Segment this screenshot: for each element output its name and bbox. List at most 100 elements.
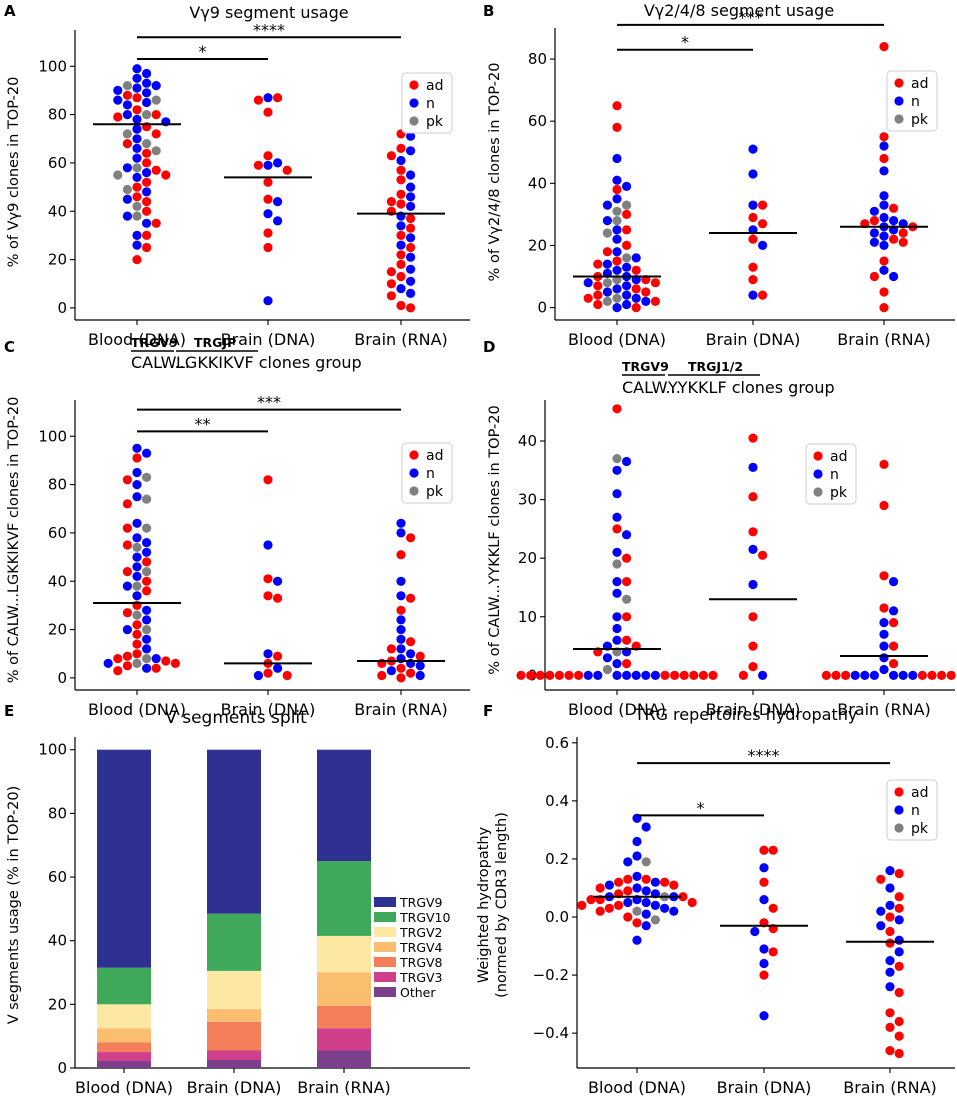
data-point-n (132, 443, 142, 453)
legend-label: pk (830, 485, 848, 501)
data-point-n (612, 588, 622, 598)
data-point-n (879, 664, 889, 675)
y-tick-label: 60 (48, 868, 67, 886)
data-point-n (142, 634, 152, 644)
data-point-n (879, 618, 889, 628)
data-point-n (396, 284, 406, 294)
data-point-n (263, 649, 273, 659)
data-point-ad (386, 279, 396, 289)
data-point-n (406, 131, 416, 141)
data-point-ad (406, 668, 416, 678)
data-point-n (759, 863, 769, 873)
data-point-n (612, 284, 622, 294)
legend-swatch-trgv10 (374, 912, 396, 922)
legend: ad n pk (805, 443, 857, 505)
data-point-n (132, 134, 142, 144)
data-point-n (631, 253, 641, 263)
data-point-ad (142, 576, 152, 586)
data-point-ad (593, 290, 603, 300)
data-point-n (386, 666, 396, 676)
y-axis-label: V segments usage (% in TOP-20) (6, 786, 22, 1025)
data-point-ad (885, 926, 895, 937)
legend-label: ad (426, 448, 443, 464)
data-point-n (612, 153, 622, 164)
data-point-n (132, 552, 142, 562)
legend-label: TRGV2 (399, 925, 443, 940)
bar-segment-trgv8 (207, 1021, 261, 1051)
data-point-n (142, 97, 152, 108)
data-point-ad (650, 296, 661, 306)
data-point-ad (889, 203, 899, 213)
data-point-ad (758, 219, 768, 229)
data-point-n (122, 625, 132, 635)
data-point-ad (879, 132, 889, 142)
data-point-n (273, 197, 283, 207)
y-tick-label: −0.4 (533, 1024, 569, 1042)
data-point-n (885, 900, 895, 911)
legend-marker-ad (409, 80, 419, 90)
legend-marker-n (409, 98, 419, 108)
data-point-ad (622, 240, 632, 250)
data-point-n (612, 225, 622, 235)
y-tick-label: 80 (48, 106, 67, 124)
data-point-ad (698, 670, 709, 681)
data-point-ad (768, 845, 778, 855)
data-point-n (142, 663, 152, 673)
data-point-n (623, 857, 633, 867)
legend-label: n (830, 467, 839, 483)
data-point-n (602, 216, 613, 226)
data-point-n (406, 192, 416, 202)
data-point-ad (273, 93, 283, 103)
legend-swatch-trgv9 (374, 897, 396, 907)
data-point-pk (151, 146, 161, 156)
legend-label: Other (400, 985, 436, 1000)
data-point-pk (612, 293, 622, 303)
data-point-ad (122, 651, 132, 661)
data-point-n (622, 456, 632, 467)
data-point-n (660, 903, 670, 913)
data-point-ad (122, 475, 132, 485)
data-point-ad (879, 603, 889, 613)
data-point-ad (142, 197, 152, 207)
data-point-ad (738, 670, 749, 681)
data-point-pk (142, 654, 152, 664)
data-point-n (263, 209, 273, 219)
data-point-ad (386, 197, 396, 207)
legend-swatch-trgv2 (374, 927, 396, 937)
data-point-n (583, 278, 593, 288)
data-point-n (396, 591, 406, 601)
x-tick-label: Blood (DNA) (588, 1078, 686, 1097)
data-point-n (406, 170, 416, 180)
data-point-n (132, 480, 142, 490)
data-point-ad (282, 165, 292, 175)
data-point-n (632, 851, 642, 861)
data-point-n (748, 544, 758, 555)
data-point-ad (263, 151, 273, 161)
data-point-n (263, 93, 273, 103)
data-point-n (406, 288, 416, 298)
data-point-n (132, 114, 142, 124)
y-tick-label: 30 (518, 491, 537, 509)
legend-marker-pk (894, 114, 904, 124)
data-point-n (622, 530, 632, 540)
y-tick-label: 0.2 (545, 850, 569, 868)
y-tick-label: 0 (57, 1059, 67, 1077)
data-point-ad (142, 148, 152, 158)
y-tick-label: 80 (48, 804, 67, 822)
data-point-n (908, 670, 918, 681)
legend-label: ad (830, 449, 847, 465)
data-point-ad (758, 200, 768, 210)
data-point-ad (377, 670, 387, 681)
data-point-ad (142, 158, 152, 168)
y-tick-label: 60 (48, 154, 67, 172)
data-point-ad (396, 199, 406, 209)
data-point-ad (132, 182, 142, 192)
data-point-pk (602, 278, 613, 288)
data-point-ad (406, 593, 416, 603)
data-point-pk (622, 200, 632, 210)
data-point-ad (132, 629, 142, 640)
data-point-n (758, 670, 768, 681)
data-point-ad (894, 961, 904, 972)
